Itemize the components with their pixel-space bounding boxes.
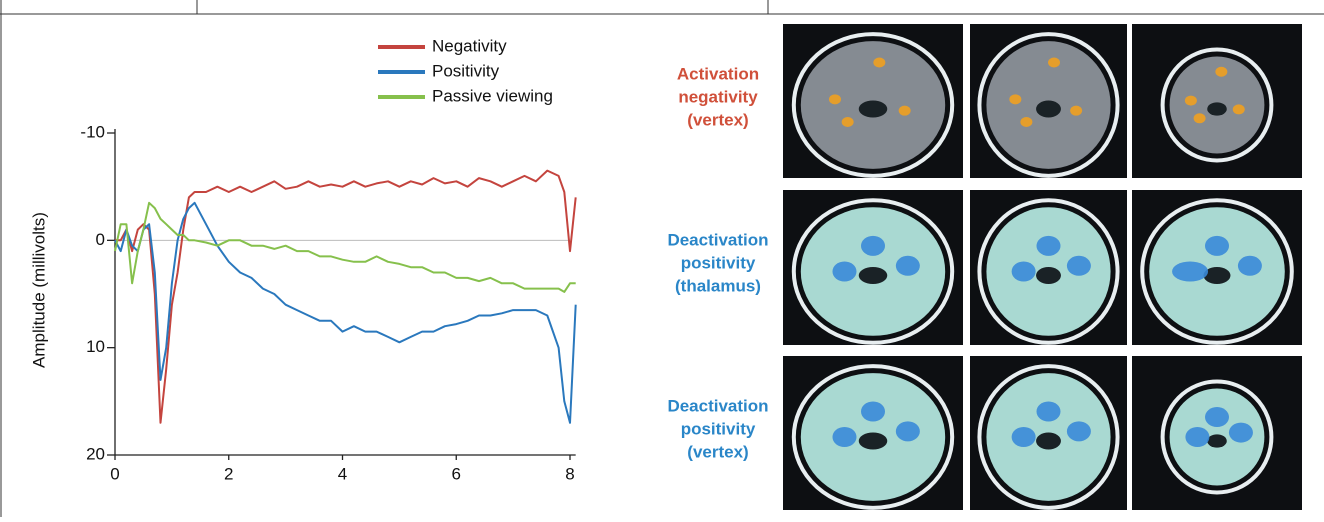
ventricle	[859, 100, 888, 117]
x-tick-label: 0	[110, 464, 119, 483]
activation	[899, 106, 911, 116]
activation	[1194, 113, 1206, 123]
panel-label: Activation	[677, 64, 759, 83]
activation	[861, 401, 885, 421]
activation	[1067, 256, 1091, 276]
activation	[1233, 104, 1245, 114]
activation	[896, 421, 920, 441]
panel-label: (vertex)	[687, 110, 748, 129]
activation	[1238, 256, 1262, 276]
y-tick-label: 0	[96, 230, 105, 249]
activation	[1215, 67, 1227, 77]
activation	[1229, 423, 1253, 443]
y-tick-label: 10	[86, 337, 105, 356]
y-tick-label: 20	[86, 444, 105, 463]
activation	[842, 117, 854, 127]
panel-label: (vertex)	[687, 442, 748, 461]
legend-label: Passive viewing	[432, 86, 553, 105]
activation	[1205, 236, 1229, 256]
activation	[896, 256, 920, 276]
activation	[1037, 401, 1061, 421]
x-tick-label: 8	[565, 464, 574, 483]
activation	[832, 262, 856, 282]
y-axis-label: Amplitude (millivolts)	[29, 212, 48, 368]
legend-label: Negativity	[432, 36, 507, 55]
activation	[873, 57, 885, 67]
activation	[1048, 57, 1060, 67]
activation	[1185, 96, 1197, 106]
activation	[1012, 427, 1036, 447]
activation	[1020, 117, 1032, 127]
panel-label: Deactivation	[667, 230, 768, 249]
ventricle	[1207, 102, 1227, 115]
legend-label: Positivity	[432, 61, 500, 80]
activation	[1012, 262, 1036, 282]
activation	[1067, 421, 1091, 441]
activation	[1009, 94, 1021, 104]
panel-label: negativity	[678, 87, 758, 106]
panel-label: positivity	[681, 419, 756, 438]
activation	[1185, 427, 1209, 447]
activation	[1205, 407, 1229, 427]
activation	[829, 94, 841, 104]
panel-label: positivity	[681, 253, 756, 272]
series-line	[115, 171, 576, 423]
panel-label: (thalamus)	[675, 276, 761, 295]
activation	[1037, 236, 1061, 256]
panel-label: Deactivation	[667, 396, 768, 415]
figure: Amplitude (millivolts) -10 0 10 20 0 2 4 6 8 Nega…	[0, 0, 1324, 517]
y-tick-label: -10	[80, 122, 105, 141]
x-tick-label: 4	[338, 464, 347, 483]
x-tick-label: 6	[452, 464, 461, 483]
ventricle	[1207, 434, 1227, 447]
activation	[832, 427, 856, 447]
activation	[1172, 262, 1208, 282]
x-tick-label: 2	[224, 464, 233, 483]
ventricle	[1036, 432, 1061, 449]
activation	[1070, 106, 1082, 116]
ventricle	[1036, 100, 1061, 117]
activation	[861, 236, 885, 256]
ventricle	[859, 267, 888, 284]
ventricle	[1036, 267, 1061, 284]
ventricle	[859, 432, 888, 449]
